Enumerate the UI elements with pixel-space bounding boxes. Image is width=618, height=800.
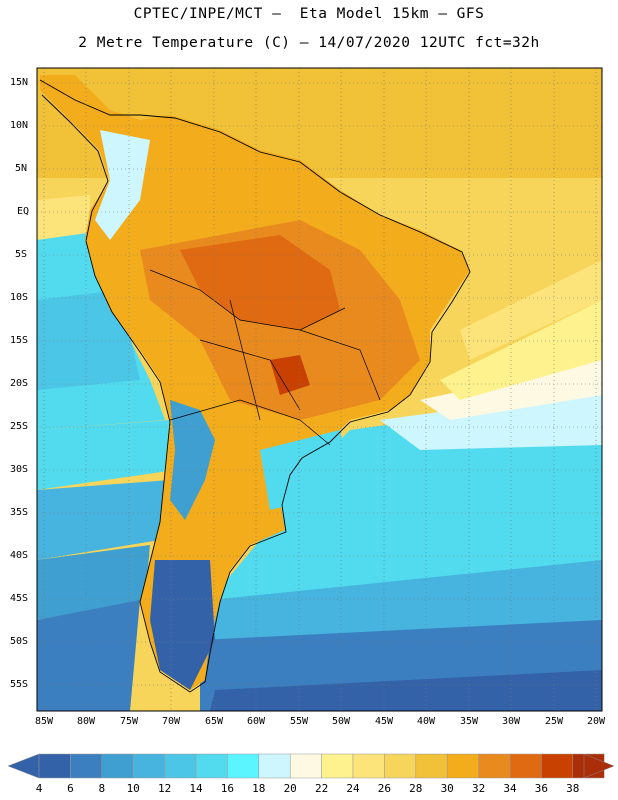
colorbar-swatch (352, 753, 385, 779)
colorbar-swatch (258, 753, 291, 779)
lon-label: 35W (459, 716, 479, 727)
colorbar-left-arrow (7, 753, 40, 779)
lat-label: 35S (10, 507, 29, 518)
lon-label: 70W (161, 716, 181, 727)
lat-label: 15S (10, 335, 29, 346)
map-frame (36, 67, 603, 712)
colorbar-tick-label: 32 (471, 782, 486, 795)
colorbar-swatch (478, 753, 511, 779)
colorbar-swatch (541, 753, 574, 779)
colorbar-swatch (195, 753, 228, 779)
country-borders (149, 269, 381, 446)
lon-label: 80W (76, 716, 96, 727)
colorbar-tick-label: 22 (314, 782, 329, 795)
lon-label: 75W (119, 716, 139, 727)
colorbar-swatch (227, 753, 260, 779)
lat-label: 25S (10, 421, 29, 432)
colorbar (7, 753, 615, 779)
lon-label: 25W (544, 716, 564, 727)
map-title: CPTEC/INPE/MCT – Eta Model 15km – GFS (133, 6, 485, 22)
colorbar-swatch (164, 753, 197, 779)
lat-label: EQ (17, 206, 30, 217)
lon-label: 20W (586, 716, 606, 727)
colorbar-tick-label: 28 (409, 782, 423, 795)
lon-label: 50W (331, 716, 351, 727)
colorbar-tick-label: 30 (440, 782, 454, 795)
lon-label: 55W (289, 716, 309, 727)
colorbar-swatch (321, 753, 354, 779)
colorbar-swatch (132, 753, 165, 779)
lon-label: 30W (501, 716, 521, 727)
colorbar-tick-label: 4 (35, 782, 43, 795)
lat-label: 30S (10, 464, 29, 475)
lon-label: 60W (246, 716, 266, 727)
coastline (39, 79, 471, 693)
colorbar-swatch (446, 753, 479, 779)
colorbar-tick-label: 14 (189, 782, 203, 795)
colorbar-swatch (289, 753, 322, 779)
lat-label: 10N (10, 120, 29, 131)
lon-label: 40W (416, 716, 436, 727)
lon-label: 65W (204, 716, 224, 727)
colorbar-tick-label: 38 (566, 782, 580, 795)
lat-label: 50S (10, 636, 29, 647)
colorbar-tick-label: 26 (377, 782, 392, 795)
temperature-field (37, 68, 602, 711)
colorbar-tick-label: 10 (126, 782, 140, 795)
map-subtitle: 2 Metre Temperature (C) – 14/07/2020 12U… (78, 35, 540, 51)
lon-label: 85W (34, 716, 54, 727)
colorbar-tick-label: 12 (157, 782, 172, 795)
colorbar-right-arrow (583, 753, 615, 779)
lat-label: 10S (10, 292, 29, 303)
colorbar-tick-label: 20 (283, 782, 297, 795)
lat-label: 5N (15, 163, 28, 174)
colorbar-tick-label: 16 (220, 782, 235, 795)
colorbar-swatch (38, 753, 71, 779)
colorbar-swatch (415, 753, 448, 779)
lon-label: 45W (374, 716, 394, 727)
colorbar-swatch (384, 753, 417, 779)
lat-label: 15N (10, 77, 29, 88)
lat-label: 5S (15, 249, 28, 260)
colorbar-tick-label: 6 (67, 782, 74, 795)
colorbar-tick-label: 24 (346, 782, 360, 795)
colorbar-tick-label: 18 (252, 782, 266, 795)
lat-label: 55S (10, 679, 29, 690)
colorbar-tick-label: 34 (503, 782, 517, 795)
lat-label: 40S (10, 550, 29, 561)
colorbar-swatch (70, 753, 103, 779)
lat-label: 45S (10, 593, 29, 604)
colorbar-swatch (509, 753, 542, 779)
colorbar-swatch (101, 753, 134, 779)
lat-label: 20S (10, 378, 29, 389)
colorbar-tick-label: 8 (98, 782, 106, 795)
colorbar-tick-label: 36 (534, 782, 549, 795)
